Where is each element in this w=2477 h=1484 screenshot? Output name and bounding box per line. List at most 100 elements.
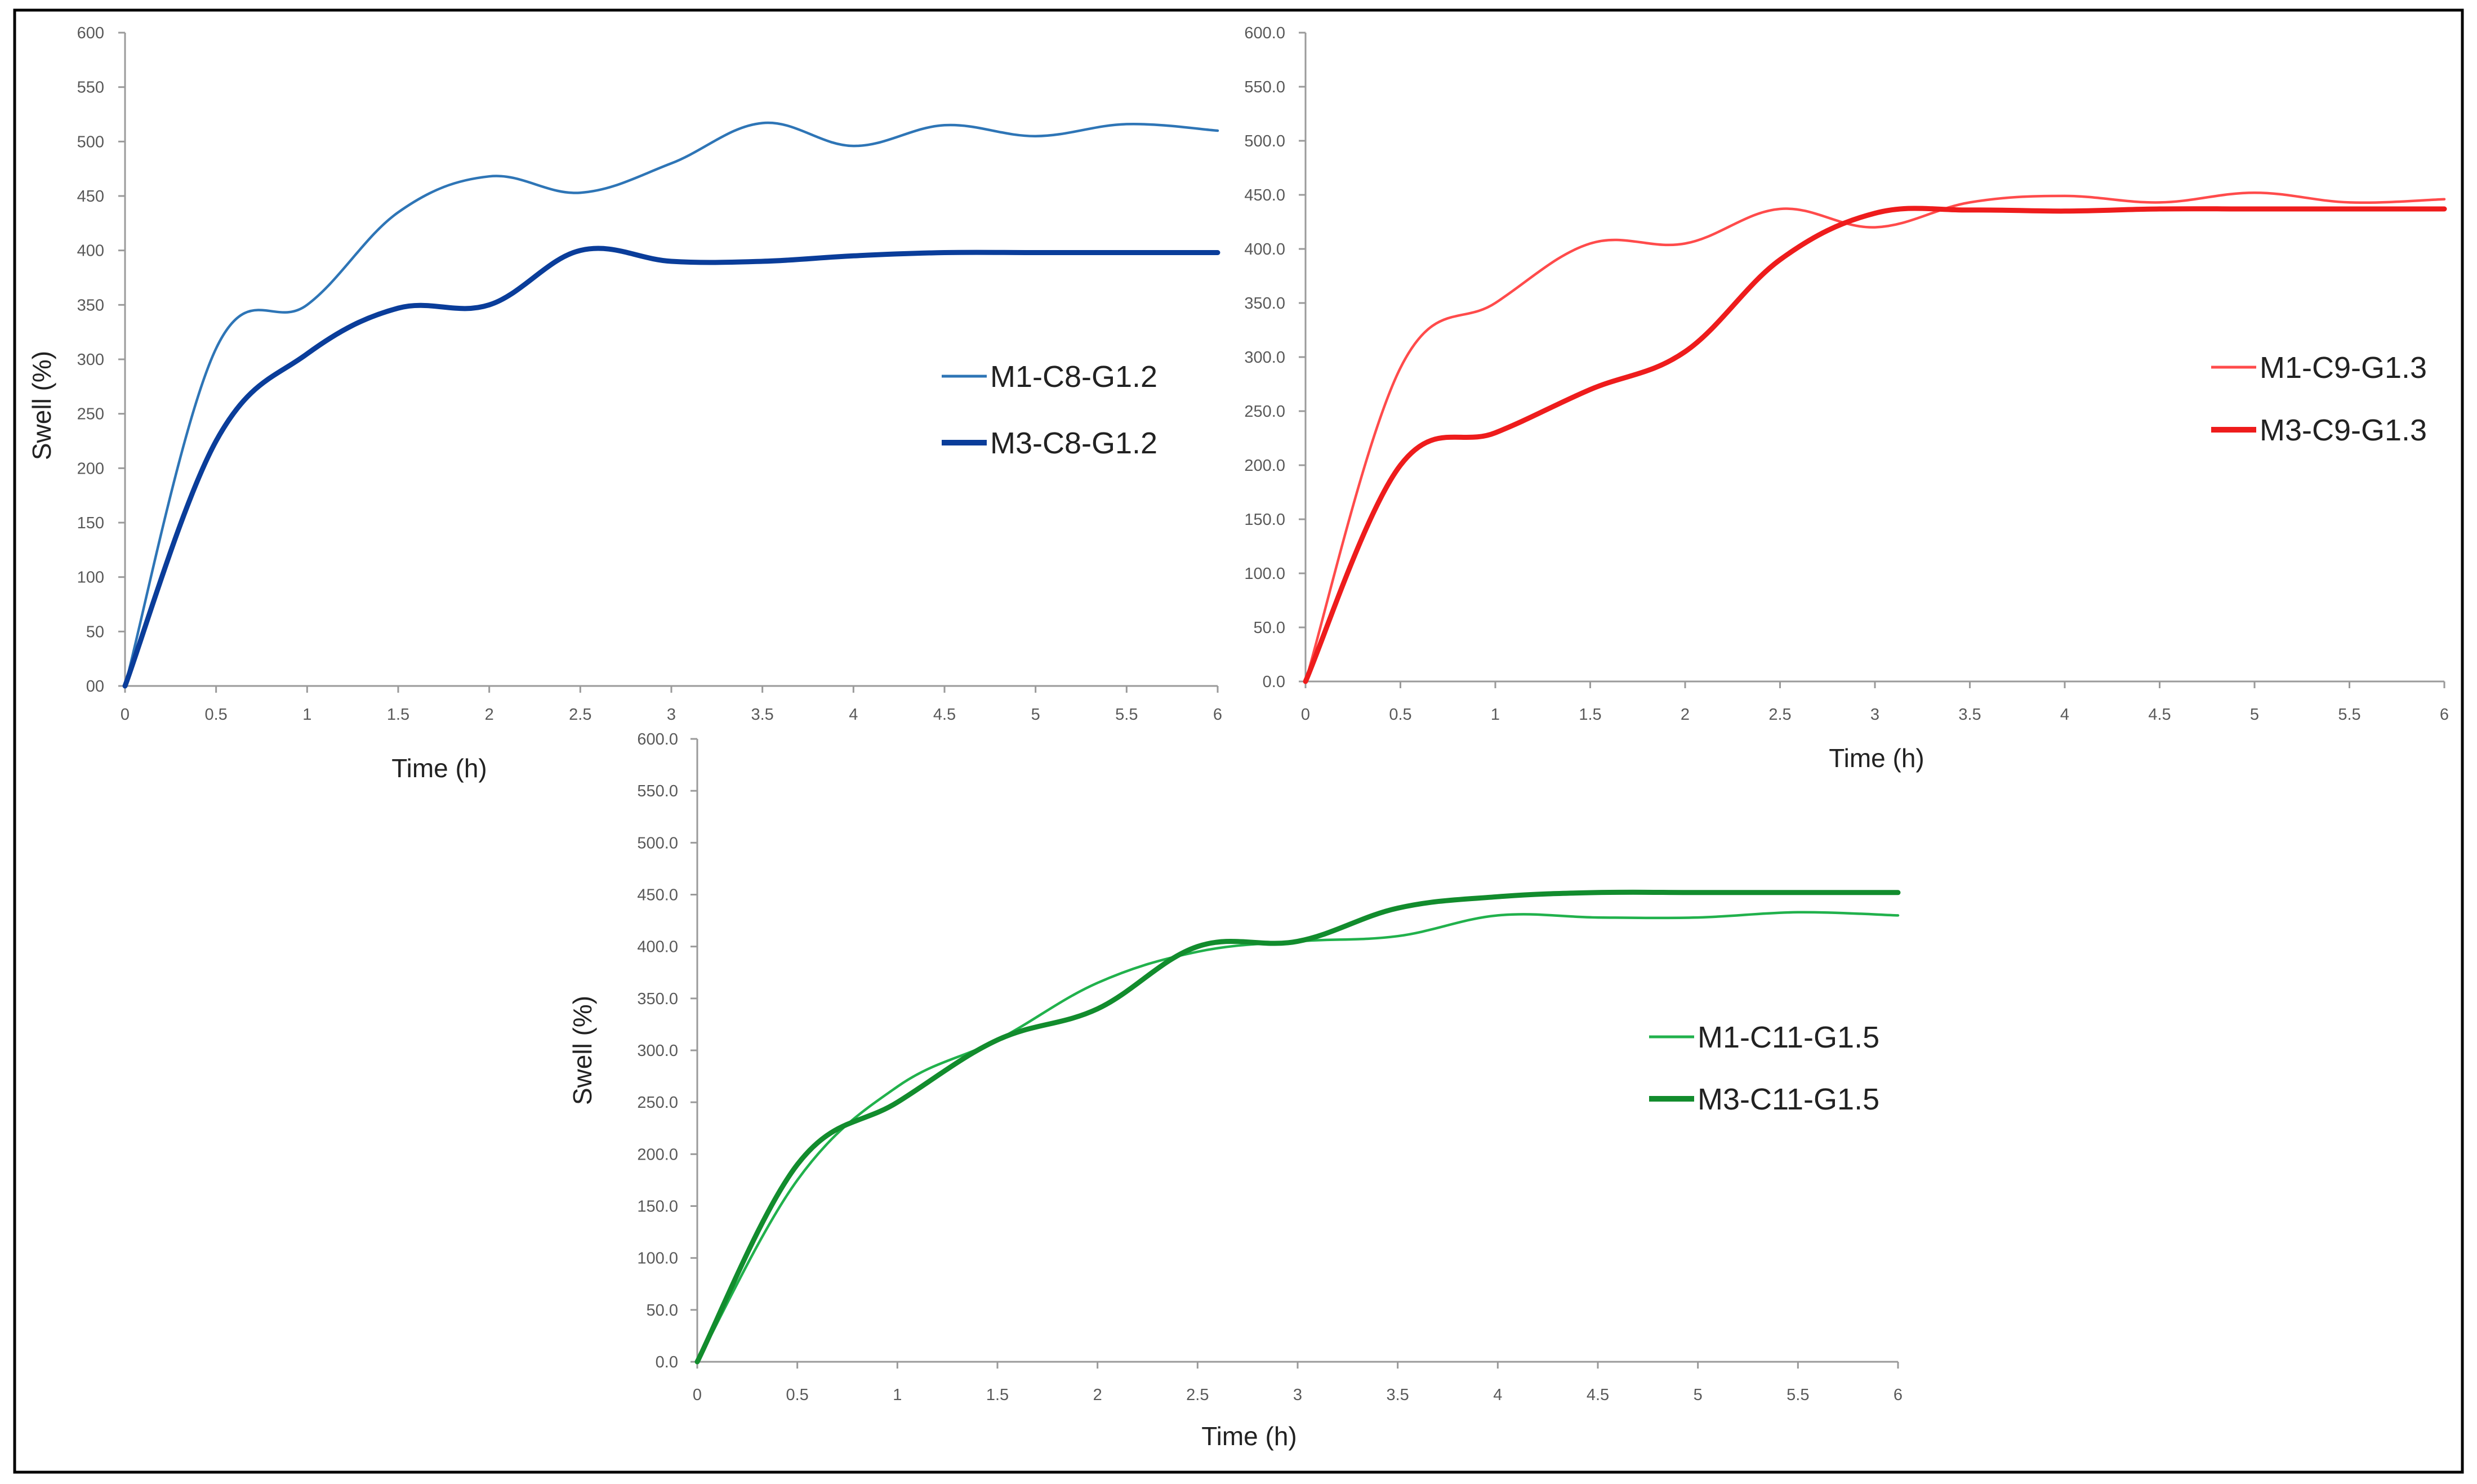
x-tick-label: 6 — [2440, 706, 2449, 724]
x-tick-label: 2.5 — [1186, 1386, 1209, 1404]
y-tick-label: 350.0 — [637, 990, 678, 1008]
y-tick-label: 600.0 — [1244, 24, 1285, 42]
x-tick-label: 6 — [1213, 706, 1222, 724]
x-tick-label: 0 — [1301, 706, 1310, 724]
y-tick-label: 100 — [77, 569, 104, 587]
x-tick-label: 3.5 — [1387, 1386, 1409, 1404]
y-tick-label: 250.0 — [1244, 403, 1285, 421]
legend-label: M1-C11-G1.5 — [1698, 1020, 1879, 1054]
series-line-M3-C8-G1.2 — [122, 246, 1220, 689]
y-tick-label: 450.0 — [637, 886, 678, 904]
y-tick-label: 250 — [77, 405, 104, 424]
series-line-M1-C8-G1.2 — [123, 121, 1219, 688]
x-tick-label: 0.5 — [786, 1386, 809, 1404]
chart-2-x-axis-label: Time (h) — [1829, 743, 1924, 773]
y-tick-label: 300.0 — [1244, 349, 1285, 367]
legend-label: M3-C8-G1.2 — [990, 426, 1157, 460]
chart-1-y-axis-label: Swell (%) — [27, 351, 56, 460]
y-tick-label: 500.0 — [637, 834, 678, 852]
y-tick-label: 50.0 — [647, 1302, 678, 1320]
chart-3-y-axis-label: Swell (%) — [568, 996, 597, 1105]
x-tick-label: 5 — [2250, 706, 2259, 724]
y-tick-label: 300.0 — [637, 1042, 678, 1060]
x-tick-label: 1.5 — [387, 706, 409, 724]
y-tick-label: 350 — [77, 296, 104, 314]
y-tick-label: 50.0 — [1254, 619, 1285, 637]
y-tick-label: 400 — [77, 242, 104, 260]
chart-2: 0.050.0100.0150.0200.0250.0300.0350.0400… — [1244, 24, 2449, 773]
x-tick-label: 3 — [667, 706, 676, 724]
x-tick-label: 5.5 — [2338, 706, 2360, 724]
y-tick-label: 400.0 — [637, 938, 678, 956]
y-tick-label: 400.0 — [1244, 240, 1285, 259]
x-tick-label: 5 — [1694, 1386, 1703, 1404]
y-tick-label: 500 — [77, 133, 104, 151]
x-tick-label: 0 — [121, 706, 130, 724]
chart-3: 0.050.0100.0150.0200.0250.0300.0350.0400… — [568, 730, 1903, 1451]
y-tick-label: 150 — [77, 514, 104, 532]
x-tick-label: 1 — [302, 706, 311, 724]
x-tick-label: 3 — [1293, 1386, 1302, 1404]
x-tick-label: 4.5 — [2148, 706, 2171, 724]
series-line-M3-C9-G1.3 — [1303, 206, 2447, 684]
y-tick-label: 50 — [86, 623, 104, 641]
y-tick-label: 550.0 — [1244, 78, 1285, 96]
y-tick-label: 100.0 — [1244, 565, 1285, 583]
x-tick-label: 0.5 — [1389, 706, 1411, 724]
x-tick-label: 3 — [1870, 706, 1879, 724]
x-tick-label: 6 — [1894, 1386, 1903, 1404]
legend-label: M3-C9-G1.3 — [2260, 413, 2427, 447]
legend-label: M3-C11-G1.5 — [1698, 1082, 1879, 1116]
chart-1: 00 50 100 150 200 250 300 350 400 450 500 550 600 0 0.… — [27, 24, 1222, 783]
y-tick-label: 600 — [77, 24, 104, 42]
x-tick-label: 2 — [1681, 706, 1690, 724]
y-tick-label: 150.0 — [637, 1198, 678, 1216]
y-tick-label: 0.0 — [656, 1353, 678, 1371]
chart-3-x-axis-label: Time (h) — [1201, 1421, 1297, 1451]
y-tick-label: 550.0 — [637, 782, 678, 800]
x-tick-label: 0 — [693, 1386, 702, 1404]
y-tick-label: 00 — [86, 678, 104, 696]
chart-1-x-axis-label: Time (h) — [391, 754, 487, 783]
x-tick-label: 2 — [1093, 1386, 1102, 1404]
x-tick-label: 1 — [1491, 706, 1500, 724]
y-tick-label: 450 — [77, 188, 104, 206]
x-tick-label: 4 — [2060, 706, 2069, 724]
y-tick-label: 300 — [77, 351, 104, 369]
y-tick-label: 350.0 — [1244, 295, 1285, 313]
x-tick-label: 2 — [485, 706, 494, 724]
legend-label: M1-C8-G1.2 — [990, 360, 1157, 394]
legend-label: M1-C9-G1.3 — [2260, 351, 2427, 385]
series-line-M3-C11-G1.5 — [694, 889, 1901, 1365]
y-tick-label: 150.0 — [1244, 511, 1285, 529]
x-tick-label: 3.5 — [751, 706, 774, 724]
x-tick-label: 4 — [849, 706, 858, 724]
x-tick-label: 5.5 — [1115, 706, 1138, 724]
x-tick-label: 4 — [1493, 1386, 1502, 1404]
y-tick-label: 0.0 — [1263, 673, 1285, 691]
x-tick-label: 4.5 — [933, 706, 956, 724]
x-tick-label: 4.5 — [1587, 1386, 1609, 1404]
y-tick-label: 500.0 — [1244, 132, 1285, 150]
x-tick-label: 5.5 — [1787, 1386, 1809, 1404]
y-tick-label: 250.0 — [637, 1094, 678, 1112]
x-tick-label: 1.5 — [1579, 706, 1601, 724]
x-tick-label: 0.5 — [205, 706, 228, 724]
y-tick-label: 200 — [77, 460, 104, 478]
figure-frame — [13, 8, 2464, 1474]
y-tick-label: 200.0 — [637, 1146, 678, 1164]
x-tick-label: 1.5 — [986, 1386, 1009, 1404]
y-tick-label: 550 — [77, 79, 104, 97]
x-tick-label: 3.5 — [1958, 706, 1981, 724]
x-tick-label: 1 — [893, 1386, 902, 1404]
x-tick-label: 5 — [1031, 706, 1040, 724]
x-tick-label: 2.5 — [569, 706, 591, 724]
x-tick-label: 2.5 — [1768, 706, 1791, 724]
series-line-M1-C9-G1.3 — [1304, 191, 2446, 683]
y-tick-label: 200.0 — [1244, 457, 1285, 475]
y-tick-label: 100.0 — [637, 1250, 678, 1268]
y-tick-label: 450.0 — [1244, 186, 1285, 204]
y-tick-label: 600.0 — [637, 730, 678, 748]
